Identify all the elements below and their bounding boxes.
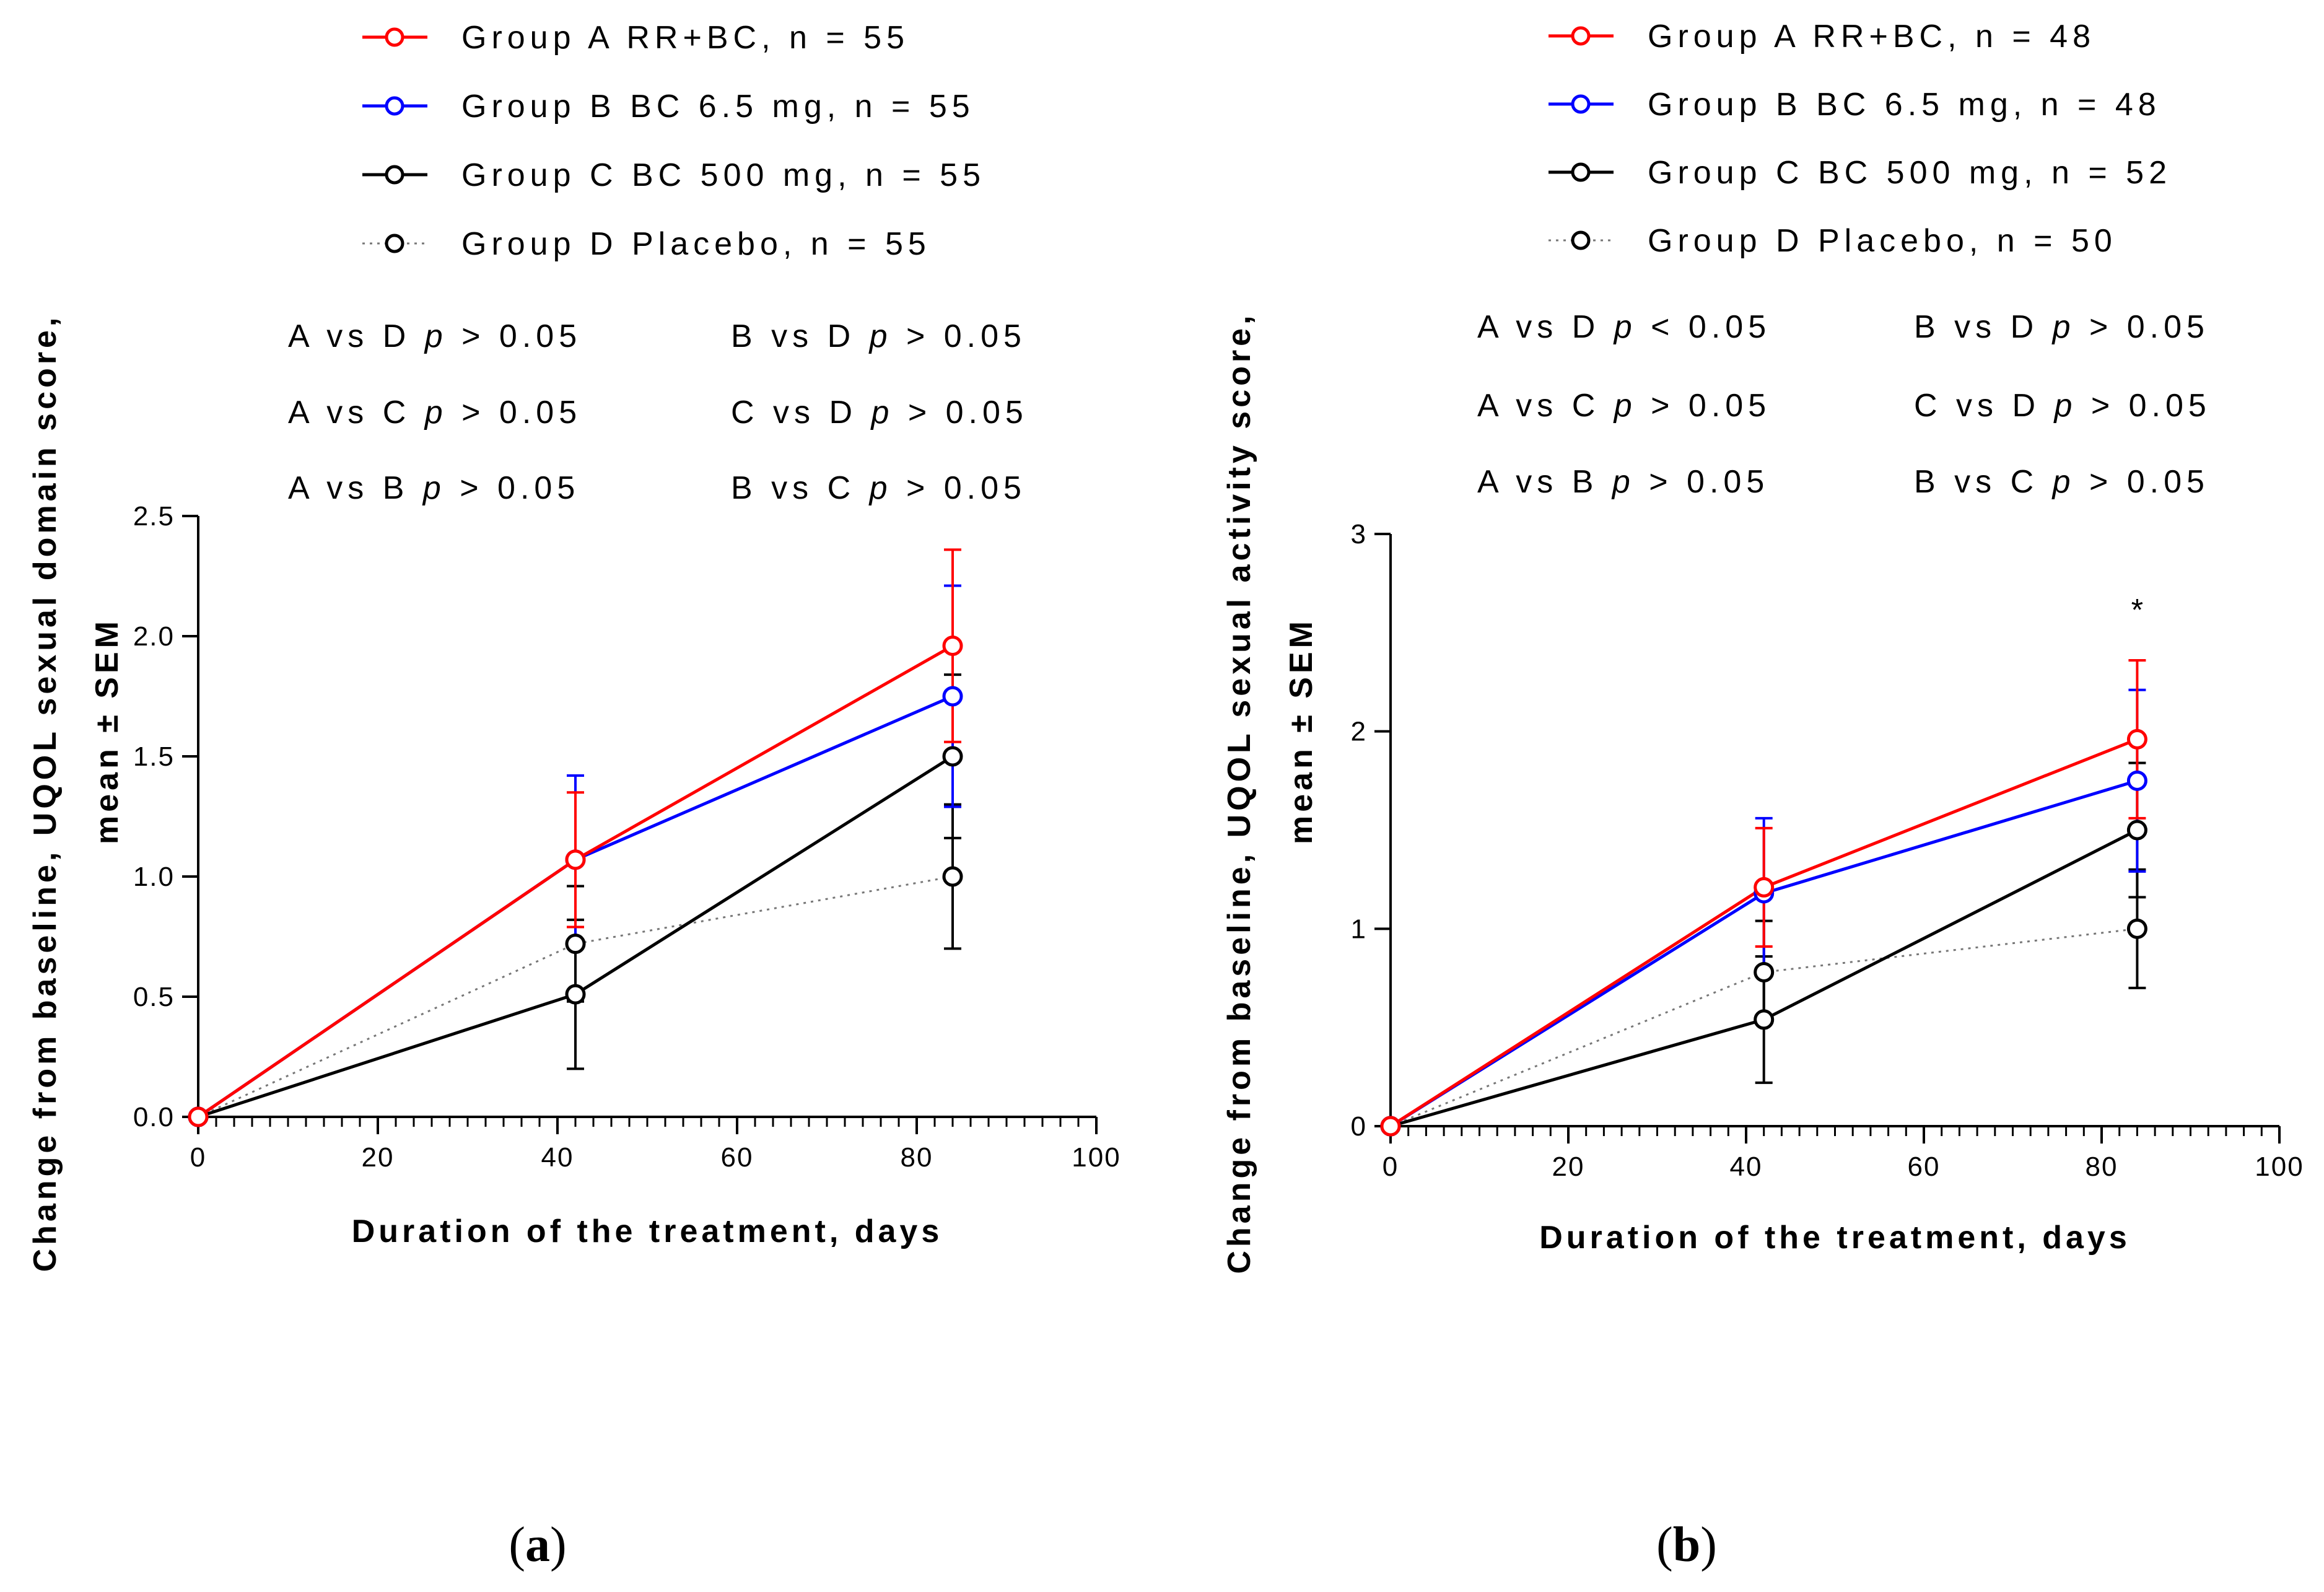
y-axis-label-line1: Change from baseline, UQOL sexual activi… [1221,312,1257,1274]
comparison-text: A vs C p > 0.05 [1477,388,1771,424]
x-tick-label: 80 [901,1142,933,1173]
data-point [2126,728,2147,750]
legend-marker [1571,94,1591,114]
chart-panel-b: 0 1 2 3 0 20 40 60 80 100 Duration of the treatmen… [1221,19,2304,1572]
legend-label: Group D Placebo, n = 55 [461,226,931,262]
data-point [1754,877,1775,898]
x-axis-label: Duration of the treatment, days [1539,1220,2131,1256]
comparison-text: A vs D p < 0.05 [1477,309,1771,345]
y-tick-label: 0.0 [133,1102,175,1132]
data-point [565,934,586,955]
comparison-text: B vs D p > 0.05 [1914,309,2209,345]
y-tick-label: 2 [1351,717,1367,747]
x-tick-label: 60 [721,1142,754,1173]
legend-label: Group B BC 6.5 mg, n = 55 [461,89,975,125]
panel-label: (a) [509,1518,566,1572]
comparison-text: C vs D p > 0.05 [1914,388,2211,424]
panel-label: (b) [1656,1518,1717,1572]
y-tick-label: 1.0 [133,862,175,892]
y-axis-label-line1: Change from baseline, UQOL sexual domain… [27,314,63,1272]
comparison-text: B vs C p > 0.05 [1914,464,2209,500]
legend-marker [1571,26,1591,46]
x-tick-label: 100 [1072,1142,1120,1173]
data-point [942,746,963,767]
data-point [942,866,963,887]
y-tick-label: 3 [1351,519,1367,549]
comparison-text: B vs D p > 0.05 [731,318,1026,354]
x-tick-label: 80 [2086,1152,2118,1182]
data-point [565,849,586,870]
comparison-text: C vs D p > 0.05 [731,395,1028,431]
data-point [942,686,963,707]
y-tick-label: 1 [1351,914,1367,944]
y-axis-label-line2: mean ± SEM [1283,618,1319,844]
legend-marker [1571,162,1591,182]
x-tick-label: 0 [1383,1152,1399,1182]
legend-label: Group A RR+BC, n = 55 [461,20,909,56]
data-point [942,636,963,657]
x-tick-label: 0 [190,1142,206,1173]
y-tick-label: 0 [1351,1111,1367,1142]
x-tick-label: 40 [1730,1152,1763,1182]
y-tick-label: 2.0 [133,621,175,652]
data-point [2126,918,2147,939]
legend-label: Group B BC 6.5 mg, n = 48 [1648,87,2161,123]
comparison-text: A vs B p > 0.05 [288,470,580,506]
legend-label: Group D Placebo, n = 50 [1648,223,2117,259]
legend-label: Group A RR+BC, n = 48 [1648,19,2095,55]
legend-label: Group C BC 500 mg, n = 55 [461,157,985,193]
data-point [188,1106,209,1127]
y-tick-label: 2.5 [133,501,175,531]
legend-marker [385,234,404,253]
x-tick-label: 20 [362,1142,395,1173]
comparison-text: B vs C p > 0.05 [731,470,1026,506]
data-point [1754,961,1775,982]
legend-marker [385,96,404,116]
legend-marker [385,165,404,185]
x-tick-label: 100 [2255,1152,2304,1182]
x-axis-label: Duration of the treatment, days [352,1214,943,1249]
series-line-a-3 [198,875,953,1118]
data-point [2126,770,2147,791]
x-tick-label: 60 [1908,1152,1941,1182]
significance-marker: * [2131,592,2143,627]
data-point [1380,1116,1401,1137]
comparison-text: A vs B p > 0.05 [1477,464,1769,500]
data-point [565,984,586,1005]
x-tick-label: 40 [541,1142,574,1173]
y-tick-label: 1.5 [133,741,175,772]
legend-marker [1571,230,1591,250]
y-tick-label: 0.5 [133,982,175,1012]
y-axis-label-line2: mean ± SEM [89,618,125,844]
x-tick-label: 20 [1552,1152,1585,1182]
data-point [1754,1009,1775,1030]
comparison-text: A vs D p > 0.05 [288,318,582,354]
legend-label: Group C BC 500 mg, n = 52 [1648,155,2172,191]
legend-marker [385,27,404,47]
comparison-text: A vs C p > 0.05 [288,395,582,431]
data-point [2126,820,2147,841]
chart-panel-a: 0.0 0.5 1.0 1.5 2.0 2.5 0 20 40 60 80 100 Duration o… [27,20,1120,1572]
